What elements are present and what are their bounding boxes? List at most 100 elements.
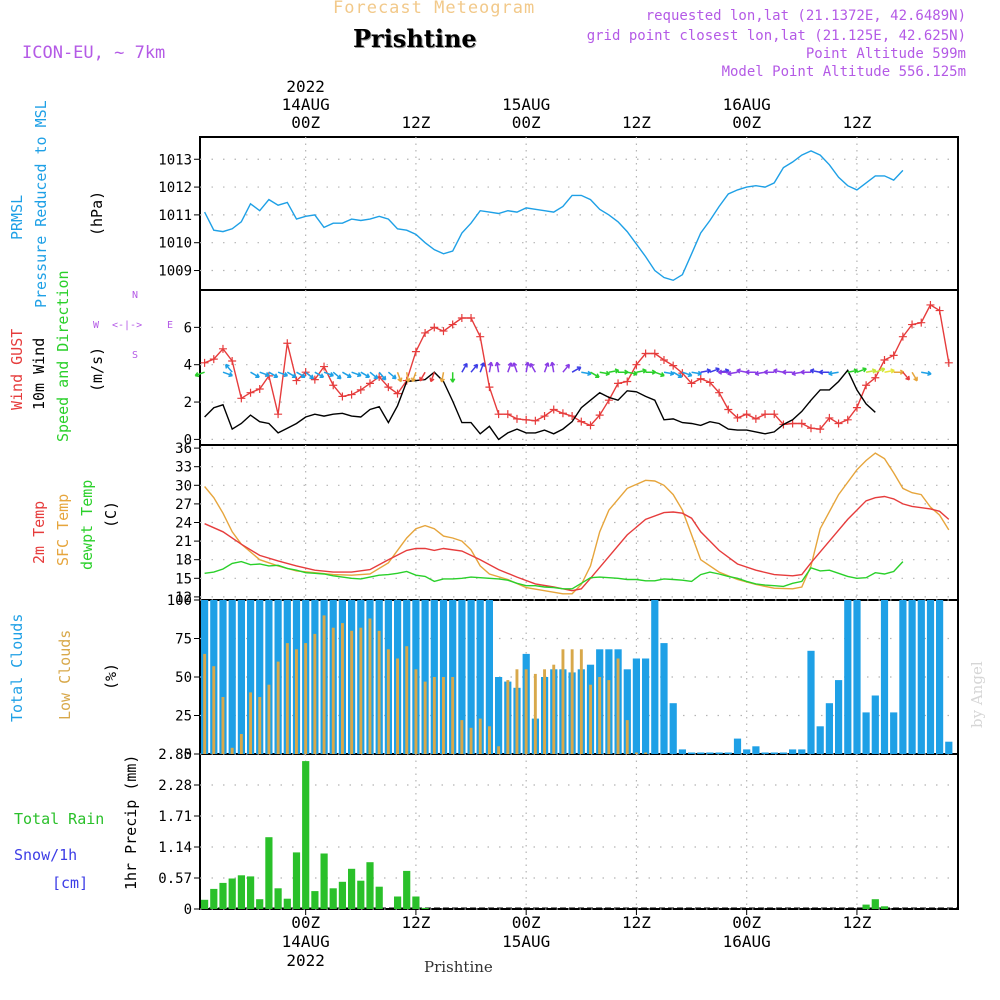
wind-gust-marker	[797, 419, 806, 428]
wind-direction-arrow	[387, 371, 397, 380]
temperature-ytick-label: 18	[175, 553, 192, 569]
wind-gust-marker	[696, 374, 705, 383]
wind-gust-marker	[669, 361, 678, 370]
wind-direction-arrow	[893, 369, 905, 375]
wind-direction-arrow	[507, 362, 513, 373]
closest-grid-point: grid point closest lon,lat (21.125E, 42.…	[586, 28, 966, 44]
wind-direction-arrow	[875, 367, 886, 373]
wind-gust-marker	[733, 413, 742, 422]
rain-bar	[375, 886, 383, 909]
total-rain-label: Total Rain	[14, 810, 105, 828]
point-altitude: Point Altitude 599m	[805, 46, 966, 62]
wind-ytick-label: 2	[184, 395, 192, 411]
wind-gust-marker	[761, 410, 770, 419]
wind-direction-arrow	[461, 362, 468, 373]
wind-direction-arrow	[717, 369, 729, 375]
forecast-meteogram-subtitle: Forecast Meteogram	[333, 0, 536, 18]
low-clouds-bar	[598, 677, 602, 754]
wind-direction-arrow	[342, 371, 352, 378]
wind-gust-marker	[595, 411, 604, 420]
wind-gust-marker	[522, 415, 531, 424]
pressure-frame	[199, 136, 959, 291]
wind-gust-marker	[356, 385, 365, 394]
wind-direction-arrow	[682, 371, 693, 378]
total-clouds-bar	[715, 752, 723, 754]
wind-direction-arrow	[571, 366, 582, 373]
wind-direction-arrow	[396, 371, 403, 383]
rain-bar	[256, 899, 264, 909]
model-label: ICON-EU, ~ 7km	[22, 43, 166, 63]
rain-bar	[871, 899, 879, 909]
wind-direction-arrow	[865, 368, 877, 374]
station-title: Prishtine	[353, 24, 477, 53]
total-clouds-bar	[761, 752, 769, 754]
total-clouds-bar	[660, 643, 668, 754]
top-time-label: 00Z	[512, 113, 541, 132]
wind-gust-marker	[751, 414, 760, 423]
wind-direction-arrow	[268, 371, 279, 378]
total-clouds-bar	[899, 600, 907, 754]
wind-gust-marker	[494, 410, 503, 419]
compass-n: N	[132, 290, 139, 301]
temperature-ytick-label: 27	[175, 497, 192, 513]
bottom-time-label: 15AUG	[502, 932, 550, 951]
wind-direction-arrow	[847, 368, 859, 374]
compass-w: W	[93, 320, 100, 331]
low-clouds-bar	[414, 669, 418, 754]
wind-direction-arrow	[654, 371, 665, 378]
wind-gust-marker	[715, 388, 724, 397]
total-clouds-bar	[669, 703, 677, 754]
wind-gust-marker	[614, 379, 623, 388]
low-clouds-bar	[635, 752, 638, 754]
wind-direction-arrow	[250, 371, 260, 378]
wind-direction-arrow	[194, 371, 205, 378]
wind-gust-marker	[365, 379, 374, 388]
low-clouds-bar	[543, 669, 546, 754]
wind-direction-arrow	[902, 371, 911, 381]
wind-direction-arrow	[754, 370, 766, 377]
rain-bar	[265, 837, 273, 909]
total-clouds-bar	[724, 752, 732, 754]
wind-direction-arrow	[314, 371, 325, 378]
rain-bar	[228, 878, 236, 909]
wind-gust-marker	[944, 358, 953, 367]
wind-speed-line	[204, 368, 876, 441]
top-time-label: 12Z	[622, 113, 651, 132]
wind-direction-arrow	[608, 368, 620, 374]
low-clouds-bar	[460, 720, 464, 754]
total-clouds-bar	[485, 600, 493, 754]
temperature-ytick-label: 24	[175, 516, 192, 532]
wind-direction-arrow	[791, 370, 802, 377]
low-clouds-bar	[524, 669, 528, 754]
total-clouds-bar	[789, 749, 797, 754]
total-clouds-bar	[476, 600, 484, 754]
wind-direction-arrow	[618, 369, 629, 375]
rain-bar	[210, 888, 218, 909]
bottom-time-label: 16AUG	[723, 932, 771, 951]
wind-direction-arrow	[782, 369, 793, 375]
wind-gust-marker	[384, 383, 393, 392]
total-clouds-bar	[495, 677, 503, 754]
low-clouds-bar	[579, 649, 583, 754]
rain-bar	[302, 761, 310, 909]
low-clouds-bar	[533, 673, 537, 754]
wind-direction-arrow	[819, 369, 830, 375]
wind-direction-arrow	[332, 371, 342, 380]
low-clouds-bar	[478, 718, 482, 754]
wind-direction-arrow	[222, 371, 233, 378]
total-clouds-bar	[917, 600, 925, 754]
wind-direction-arrow	[663, 370, 675, 377]
wind-direction-arrow	[709, 367, 720, 373]
snow-label: Snow/1h	[14, 846, 78, 864]
total-clouds-bar	[733, 738, 742, 754]
wind-gust-marker	[448, 320, 457, 329]
wind-direction-arrow	[828, 370, 839, 377]
wind-gust-marker	[816, 425, 825, 434]
temperature-ytick-label: 30	[175, 478, 192, 494]
precipitation-frame	[199, 753, 959, 910]
wind-gust-marker	[329, 381, 338, 390]
low-clouds-bar	[442, 677, 445, 754]
total-clouds-bar	[228, 600, 236, 754]
low-clouds-bar	[258, 697, 262, 754]
wind-direction-arrow	[627, 370, 638, 377]
